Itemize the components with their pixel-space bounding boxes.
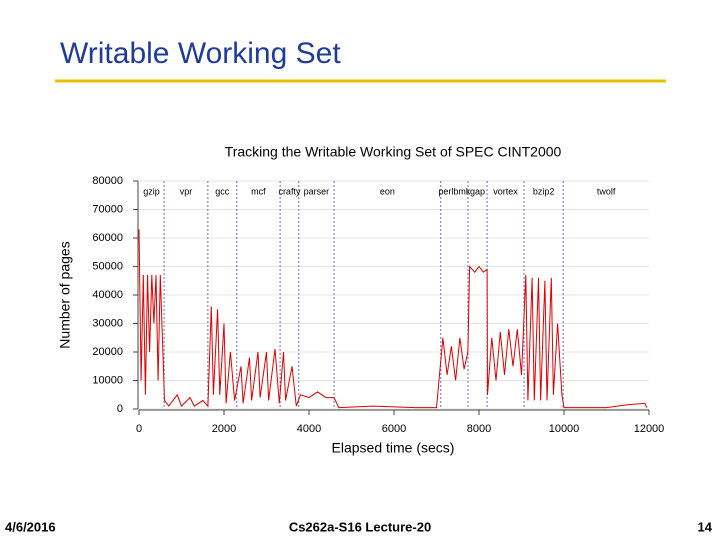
y-tick-label: 40000 (92, 289, 123, 301)
benchmark-label: crafty (278, 186, 301, 196)
x-tick-label: 2000 (212, 423, 236, 435)
x-tick-label: 8000 (467, 423, 491, 435)
benchmark-label: vortex (493, 186, 518, 196)
benchmark-label: twolf (597, 186, 616, 196)
x-tick-label: 4000 (297, 423, 321, 435)
y-tick-label: 30000 (92, 317, 123, 329)
benchmark-label: gap (470, 186, 485, 196)
x-tick-label: 0 (136, 423, 142, 435)
footer-date: 4/6/2016 (5, 519, 56, 534)
footer-center: Cs262a-S16 Lecture-20 (289, 519, 431, 534)
y-tick-label: 60000 (92, 232, 123, 244)
y-tick-label: 80000 (92, 175, 123, 187)
y-tick-label: 10000 (92, 374, 123, 386)
benchmark-label: gcc (215, 186, 230, 196)
y-tick-label: 20000 (92, 346, 123, 358)
y-tick-label: 0 (117, 403, 123, 415)
y-axis-label: Number of pages (57, 241, 73, 348)
benchmark-label: vpr (180, 186, 193, 196)
footer-page: 14 (698, 519, 713, 534)
series-line (138, 229, 648, 409)
x-axis-label: Elapsed time (secs) (332, 440, 455, 456)
y-tick-label: 70000 (92, 203, 123, 215)
benchmark-label: bzip2 (533, 186, 555, 196)
x-tick-label: 10000 (549, 423, 580, 435)
benchmark-label: perlbmk (438, 186, 471, 196)
benchmark-label: parser (304, 186, 330, 196)
chart-title: Tracking the Writable Working Set of SPE… (225, 144, 562, 160)
slide-title: Writable Working Set (60, 37, 341, 70)
x-tick-label: 6000 (382, 423, 406, 435)
x-tick-label: 12000 (634, 423, 665, 435)
benchmark-label: eon (380, 186, 395, 196)
y-tick-label: 50000 (92, 260, 123, 272)
benchmark-label: mcf (251, 186, 266, 196)
benchmark-label: gzip (143, 186, 160, 196)
